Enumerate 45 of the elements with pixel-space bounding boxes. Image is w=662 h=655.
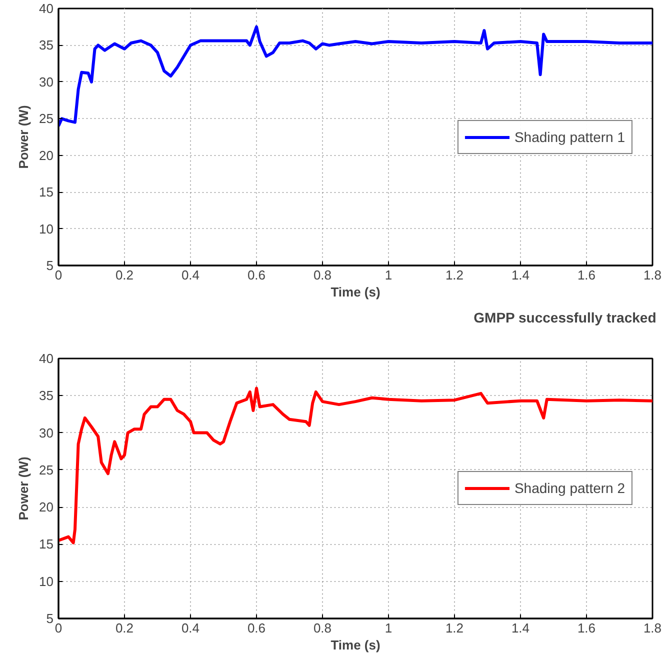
line-series xyxy=(58,25,652,128)
x-axis-title: Time (s) xyxy=(330,638,380,652)
x-tick-label: 0.4 xyxy=(181,268,200,282)
x-tick-label: 1 xyxy=(384,620,392,636)
y-tick-label: 30 xyxy=(39,74,54,90)
y-tick-label: 35 xyxy=(39,38,54,53)
x-tick-label: 1.2 xyxy=(445,620,464,636)
y-tick-label: 15 xyxy=(39,536,54,552)
x-tick-label: 0.4 xyxy=(181,620,200,636)
x-tick-label: 0.6 xyxy=(247,268,266,282)
x-tick-label: 0.6 xyxy=(247,620,266,636)
y-tick-label: 30 xyxy=(39,425,54,440)
x-axis-title: Time (s) xyxy=(330,284,380,300)
x-tick-label: 0 xyxy=(54,620,62,636)
x-tick-label: 1 xyxy=(384,268,392,282)
y-tick-label: 35 xyxy=(39,388,54,404)
text: GMPP successfully tracked xyxy=(474,310,656,326)
x-tick-label: 1.8 xyxy=(643,620,662,636)
y-tick-label: 20 xyxy=(39,500,54,515)
x-tick-label: 0 xyxy=(54,268,62,282)
y-tick-label: 40 xyxy=(39,351,54,366)
x-tick-label: 1.8 xyxy=(643,268,662,282)
y-axis-title: Power (W) xyxy=(16,456,32,520)
y-tick-label: 5 xyxy=(46,611,54,626)
legend-label: Shading pattern 2 xyxy=(514,480,625,496)
y-axis-title: Power (W) xyxy=(16,105,32,169)
x-tick-label: 0.2 xyxy=(115,620,134,636)
y-tick-label: 25 xyxy=(39,111,54,126)
y-tick-label: 20 xyxy=(39,148,54,163)
y-tick-label: 10 xyxy=(39,574,54,589)
y-tick-label: 15 xyxy=(39,184,54,200)
line-series xyxy=(58,386,652,544)
x-tick-label: 1.2 xyxy=(445,268,464,282)
y-tick-label: 10 xyxy=(39,221,54,236)
x-tick-label: 1.4 xyxy=(511,268,530,282)
x-tick-label: 0.8 xyxy=(313,268,332,282)
x-tick-label: 1.4 xyxy=(511,620,530,636)
y-tick-label: 40 xyxy=(39,1,54,16)
x-tick-label: 1.6 xyxy=(577,620,596,636)
legend-label: Shading pattern 1 xyxy=(514,128,625,144)
x-tick-label: 0.2 xyxy=(115,268,134,282)
x-tick-label: 0.8 xyxy=(313,620,332,636)
y-tick-label: 5 xyxy=(46,258,54,273)
y-tick-label: 25 xyxy=(39,462,54,478)
x-tick-label: 1.6 xyxy=(577,268,596,282)
